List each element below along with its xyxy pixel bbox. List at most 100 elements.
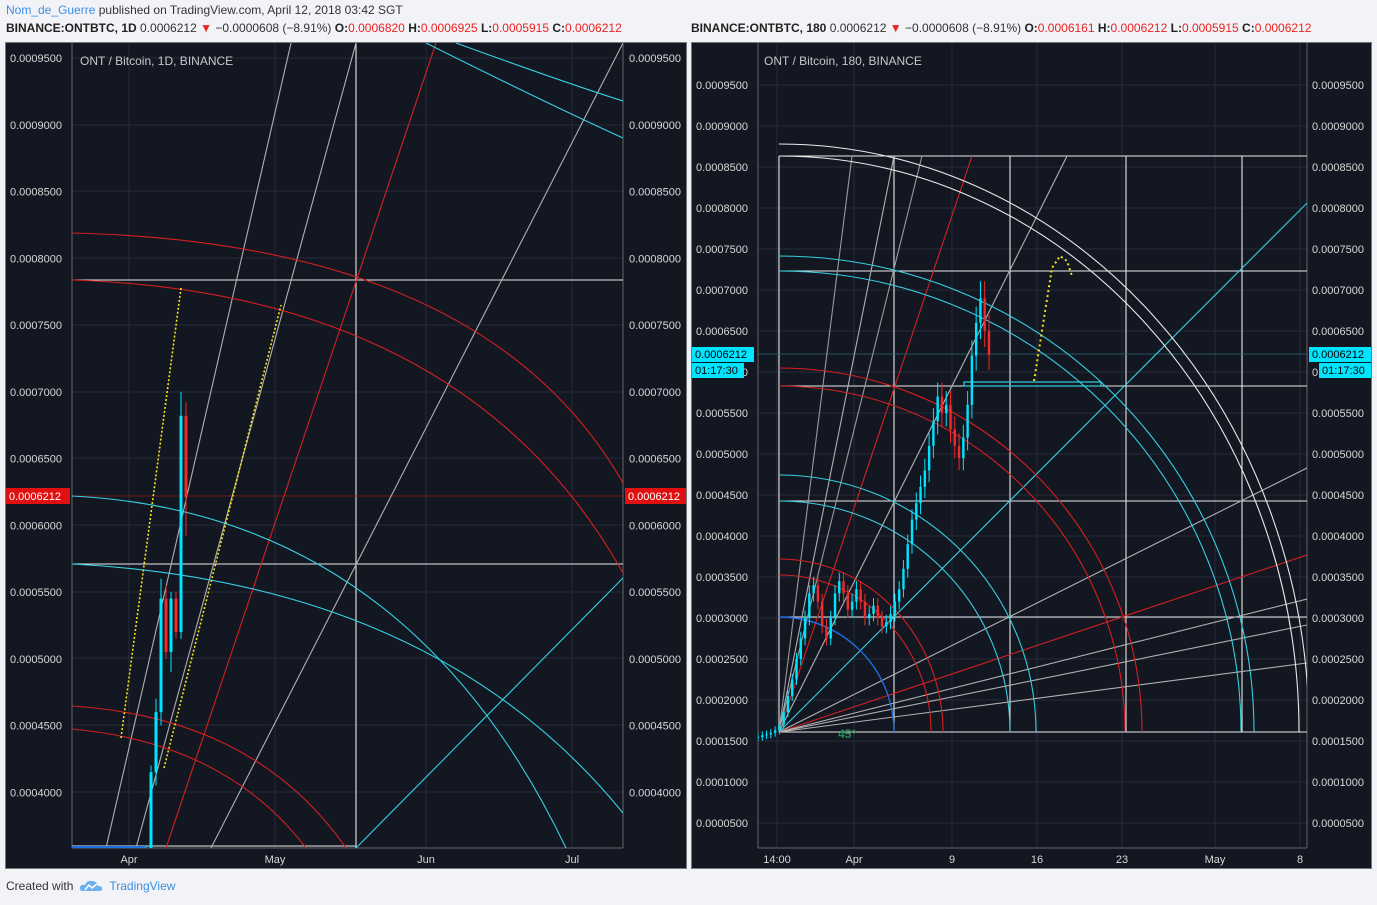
price-tick-label: 0.0006000 [629, 520, 681, 532]
candle-body [795, 659, 798, 680]
right-open: 0.0006161 [1037, 21, 1095, 35]
gann-arc-cyan [72, 495, 567, 848]
left-price-tag: 0.0006212 01:17:30 [692, 347, 754, 378]
time-tick-label: 9 [949, 854, 955, 866]
gann-fan-cyan-line [355, 577, 623, 848]
right-symbol: BINANCE:ONTBTC, 180 [691, 21, 827, 35]
candle-body [850, 601, 854, 610]
left-change: −0.0000608 (−8.91%) [215, 21, 332, 35]
price-tick-label: 0.0004000 [629, 787, 681, 799]
right-chart-panel[interactable]: 45° 0.0009500 0.0009000 0.0008500 0.0008000… [691, 42, 1372, 869]
candle-body [949, 404, 952, 430]
candle-body [838, 581, 841, 594]
gann-arc-red [72, 232, 623, 484]
price-tick-label: 0.0003000 [696, 613, 748, 625]
price-tick-label: 0.0008000 [10, 253, 62, 265]
candle-body [791, 679, 794, 696]
gann-fan-line [778, 155, 853, 733]
price-tick-label: 0.0005000 [10, 654, 62, 666]
time-tick-label: Apr [845, 854, 862, 866]
candle-body [957, 445, 961, 459]
author-link[interactable]: Nom_de_Guerre [6, 3, 96, 17]
price-tick-label: 0.0005000 [629, 654, 681, 666]
candle-body [846, 593, 850, 610]
price-tick-label: 0.0002000 [696, 695, 748, 707]
tradingview-link[interactable]: TradingView [109, 879, 176, 893]
left-open-label: O: [334, 21, 349, 35]
right-change: −0.0000608 (−8.91%) [905, 21, 1022, 35]
left-price-tag-text: 0.0006212 [9, 491, 61, 503]
price-tick-label: 0.0004000 [696, 531, 748, 543]
left-price-tag: 0.0006212 [6, 488, 70, 504]
right-chart-svg[interactable]: 45° 0.0009500 0.0009000 0.0008500 0.0008000… [692, 43, 1372, 869]
right-close: 0.0006212 [1254, 21, 1312, 35]
gann-fan-line [778, 598, 1307, 733]
candle-body [987, 331, 991, 355]
candle-body [820, 601, 824, 627]
right-countdown-text: 01:17:30 [1322, 365, 1365, 377]
down-arrow-icon: ▼ [889, 21, 902, 35]
price-tick-label: 0.0004500 [629, 721, 681, 733]
candle-body [782, 712, 785, 725]
candle-body [174, 598, 178, 633]
price-tick-label: 0.0005500 [696, 408, 748, 420]
price-tick-label: 0.0006500 [1312, 326, 1364, 338]
price-tick-label: 0.0002500 [1312, 654, 1364, 666]
right-plot-grid [758, 43, 1307, 848]
footer: Created with TradingView [6, 879, 175, 893]
candle-body [893, 601, 897, 614]
right-candles [758, 281, 991, 741]
price-tick-label: 0.0000500 [696, 818, 748, 830]
right-last-price: 0.0006212 [829, 21, 887, 35]
candle-body [765, 734, 768, 736]
right-high: 0.0006212 [1110, 21, 1168, 35]
price-tick-label: 0.0002000 [1312, 695, 1364, 707]
candle-body [159, 598, 163, 713]
left-price-tag-text: 0.0006212 [695, 349, 747, 361]
time-tick-label: Apr [120, 854, 137, 866]
price-tick-label: 0.0009500 [629, 53, 681, 65]
candle-body [966, 404, 969, 438]
price-tick-label: 0.0006000 [10, 520, 62, 532]
candle-body [842, 581, 845, 594]
candle-body [863, 601, 867, 618]
price-tick-label: 0.0001000 [1312, 777, 1364, 789]
time-axis: Apr May Jun Jul [120, 854, 579, 866]
candle-body [923, 470, 927, 487]
left-high: 0.0006925 [420, 21, 478, 35]
price-tick-label: 0.0009000 [10, 120, 62, 132]
price-tick-label: 0.0006500 [696, 326, 748, 338]
right-price-tag-text: 0.0006212 [1312, 349, 1364, 361]
publish-info: published on TradingView.com, April 12, … [95, 3, 403, 17]
left-symbol: BINANCE:ONTBTC, 1D [6, 21, 137, 35]
price-tick-label: 0.0004000 [1312, 531, 1364, 543]
gann-arc-white [778, 155, 1300, 733]
candle-body [184, 415, 188, 498]
gann-arc-blue [778, 616, 895, 733]
price-tick-label: 0.0000500 [1312, 818, 1364, 830]
price-tick-label: 0.0007500 [1312, 244, 1364, 256]
candle-body [179, 415, 183, 633]
candle-body [983, 298, 986, 331]
candle-body [803, 618, 807, 639]
left-high-label: H: [408, 21, 421, 35]
angle-label: 45° [838, 727, 856, 741]
left-chart-panel[interactable]: 0.0009500 0.0009000 0.0008500 0.0008000 0.00… [5, 42, 687, 869]
time-tick-label: May [265, 854, 286, 866]
right-chart-title: ONT / Bitcoin, 180, BINANCE [764, 54, 922, 68]
candle-body [816, 585, 820, 602]
gann-arc-cyan [425, 43, 623, 139]
candle-body [855, 589, 858, 602]
gann-arc-cyan [455, 43, 623, 102]
created-with-label: Created with [6, 879, 74, 893]
gann-fan-line [210, 43, 623, 848]
left-chart-svg[interactable]: 0.0009500 0.0009000 0.0008500 0.0008000 0.00… [6, 43, 687, 869]
gann-fan-red-line [778, 554, 1307, 733]
candle-body [902, 568, 905, 590]
gann-fan-line [778, 155, 895, 733]
price-tick-label: 0.0004500 [696, 490, 748, 502]
price-tick-label: 0.0008500 [1312, 162, 1364, 174]
candle-body [936, 396, 939, 422]
time-tick-label: May [1205, 854, 1226, 866]
down-arrow-icon: ▼ [200, 21, 212, 35]
